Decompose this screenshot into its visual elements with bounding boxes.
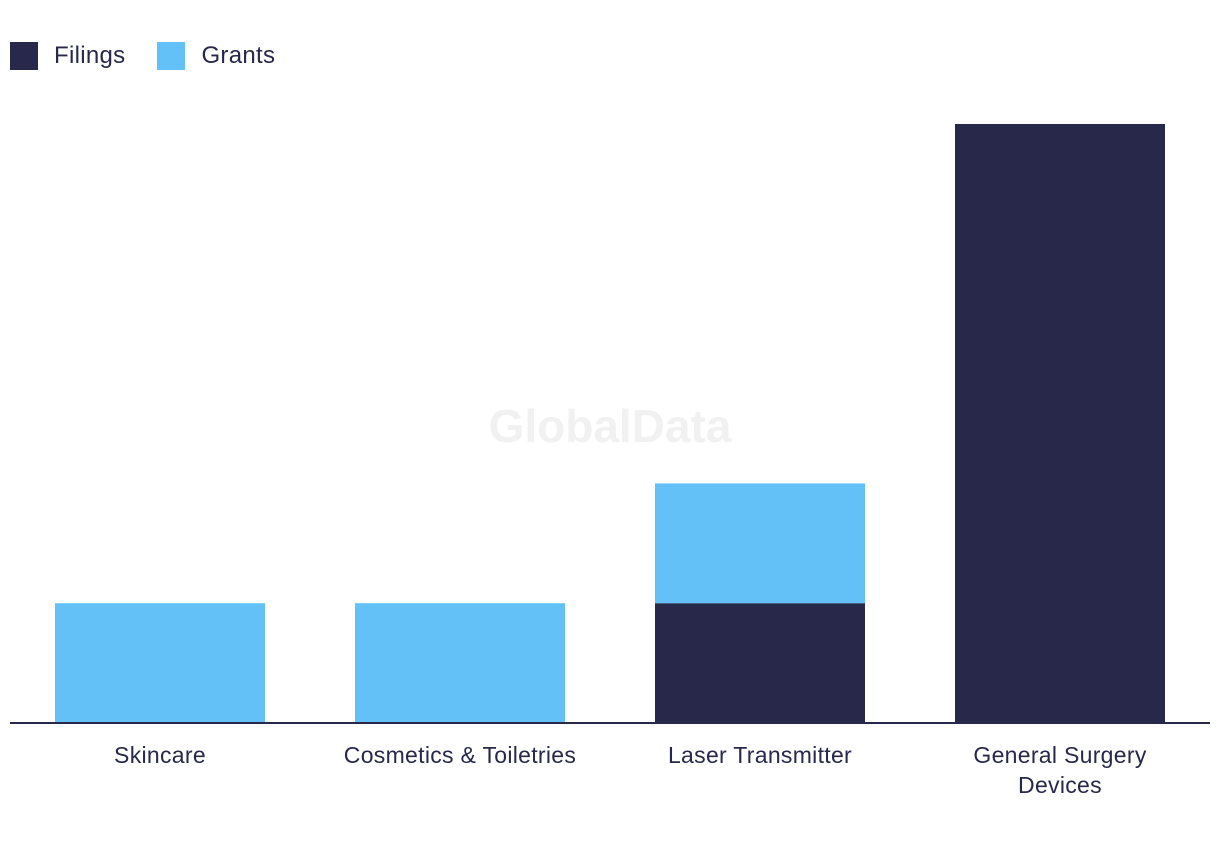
bar-grants-0 [55,603,265,723]
legend-item-filings: Filings [10,42,125,70]
bar-filings-2 [655,603,865,723]
legend-label-grants: Grants [201,42,276,69]
x-tick-label-0: Skincare [114,742,206,768]
x-tick-label-1: Cosmetics & Toiletries [344,742,576,768]
legend-swatch-grants [157,42,186,70]
bars-group [55,124,1165,723]
x-tick-label-2: Laser Transmitter [668,742,852,768]
legend: Filings Grants [10,42,307,70]
watermark: GlobalData [489,400,732,452]
bar-grants-1 [355,603,565,723]
legend-swatch-filings [10,42,38,70]
x-tick-labels: Skincare Cosmetics & Toiletries Laser Tran… [114,742,1146,798]
bar-filings-3 [955,124,1165,723]
bar-grants-2 [655,483,865,604]
legend-item-grants: Grants [157,42,275,70]
legend-label-filings: Filings [54,42,126,69]
x-tick-label-3: General Surgery Devices [973,742,1146,798]
